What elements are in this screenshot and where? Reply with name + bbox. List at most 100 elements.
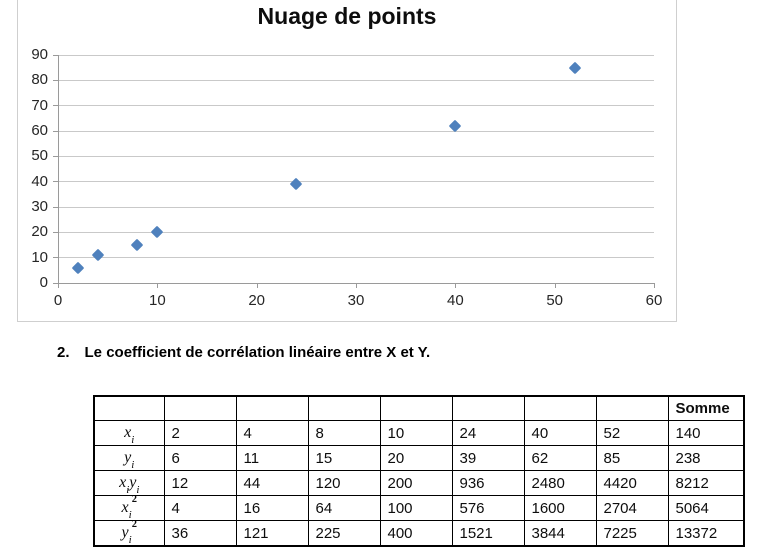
y-axis-tick [53, 206, 59, 208]
x-axis-tick-label: 40 [446, 292, 464, 309]
y-axis-tick [53, 155, 59, 157]
x-axis-tick-label: 10 [148, 292, 166, 309]
value-cell: 5064 [667, 495, 745, 521]
x-axis-tick [58, 283, 59, 288]
y-axis-tick-label: 0 [39, 274, 48, 291]
y-axis-tick [53, 79, 59, 81]
empty-header-cell [307, 395, 381, 421]
y-axis-tick-label: 90 [31, 46, 48, 63]
empty-header-cell [93, 395, 165, 421]
value-cell: 3844 [523, 520, 597, 547]
x-axis-tick [256, 283, 258, 288]
table-header-row: Somme [93, 395, 745, 421]
value-cell: 1521 [451, 520, 525, 547]
x-axis-tick [554, 283, 556, 288]
table-row: xi2 4 16 64 100 576 1600 2704 5064 [93, 495, 745, 521]
gridline [58, 155, 654, 157]
y-axis-tick-label: 80 [31, 71, 48, 89]
value-cell: 6 [163, 445, 237, 471]
value-cell: 4 [235, 420, 309, 446]
gridline [58, 181, 654, 183]
empty-header-cell [523, 395, 597, 421]
gridline [58, 206, 654, 208]
gridline [58, 54, 654, 56]
y-axis-tick-label: 40 [31, 172, 48, 190]
y-axis-tick [53, 282, 59, 284]
x-axis-tick-label: 50 [546, 292, 563, 309]
y-axis-tick [53, 105, 59, 107]
value-cell: 7225 [595, 520, 669, 547]
value-cell: 238 [667, 445, 745, 471]
data-point [290, 177, 303, 191]
value-cell: 15 [307, 445, 381, 471]
value-cell: 24 [451, 420, 525, 446]
value-cell: 200 [379, 470, 453, 496]
y-axis-line [58, 55, 59, 283]
value-cell: 100 [379, 495, 453, 521]
value-cell: 1600 [523, 495, 597, 521]
y-axis-tick [53, 181, 59, 183]
value-cell: 52 [595, 420, 669, 446]
value-cell: 2480 [523, 470, 597, 496]
y-axis-tick [53, 54, 59, 56]
data-point [131, 238, 144, 252]
row-label-cell: yi2 [93, 520, 165, 547]
x-axis-tick [654, 283, 655, 288]
x-axis-tick-label: 20 [248, 292, 265, 309]
row-label-cell: xi [93, 420, 165, 446]
value-cell: 10 [379, 420, 453, 446]
value-cell: 4 [163, 495, 237, 521]
y-axis-tick-label: 30 [31, 198, 48, 215]
data-point [71, 261, 85, 275]
y-axis-tick-label: 60 [31, 122, 48, 139]
value-cell: 20 [379, 445, 453, 471]
y-axis-tick [53, 257, 59, 259]
empty-header-cell [379, 395, 453, 421]
value-cell: 44 [235, 470, 309, 496]
table-row: xiyi 12 44 120 200 936 2480 4420 8212 [93, 470, 745, 496]
x-axis-tick [455, 283, 457, 288]
value-cell: 121 [235, 520, 309, 547]
value-cell: 85 [595, 445, 669, 471]
value-cell: 16 [235, 495, 309, 521]
value-cell: 120 [307, 470, 381, 496]
table-row: yi2 36 121 225 400 1521 3844 7225 13372 [93, 520, 745, 547]
value-cell: 64 [307, 495, 381, 521]
scatter-chart: Nuage de points 0 10 20 30 40 50 60 70 80 90 0 10 20… [17, 0, 677, 322]
x-axis-tick [157, 283, 159, 288]
value-cell: 400 [379, 520, 453, 547]
y-axis-tick-label: 10 [31, 248, 48, 266]
value-cell: 140 [667, 420, 745, 446]
y-axis-tick-label: 70 [31, 96, 48, 114]
empty-header-cell [595, 395, 669, 421]
gridline [58, 130, 654, 132]
value-cell: 40 [523, 420, 597, 446]
value-cell: 62 [523, 445, 597, 471]
value-cell: 8212 [667, 470, 745, 496]
gridline [58, 79, 654, 81]
y-axis-tick [53, 130, 59, 132]
somme-header-cell: Somme [667, 395, 745, 421]
value-cell: 576 [451, 495, 525, 521]
section-text: Le coefficient de corrélation linéaire e… [84, 344, 431, 361]
table-row: yi 6 11 15 20 39 62 85 238 [93, 445, 745, 471]
value-cell: 2 [163, 420, 237, 446]
data-point [91, 248, 105, 262]
row-label-cell: yi [93, 445, 165, 471]
empty-header-cell [451, 395, 525, 421]
x-axis-tick-label: 30 [347, 292, 365, 309]
value-cell: 225 [307, 520, 381, 547]
value-cell: 39 [451, 445, 525, 471]
value-cell: 8 [307, 420, 381, 446]
value-cell: 4420 [595, 470, 669, 496]
gridline [58, 105, 654, 107]
value-cell: 936 [451, 470, 525, 496]
y-axis-tick-label: 20 [31, 223, 48, 241]
x-axis-tick-label: 0 [53, 292, 63, 309]
empty-header-cell [163, 395, 237, 421]
empty-header-cell [235, 395, 309, 421]
value-cell: 36 [163, 520, 237, 547]
y-axis-tick-label: 50 [31, 147, 48, 165]
row-label-cell: xiyi [93, 470, 165, 496]
